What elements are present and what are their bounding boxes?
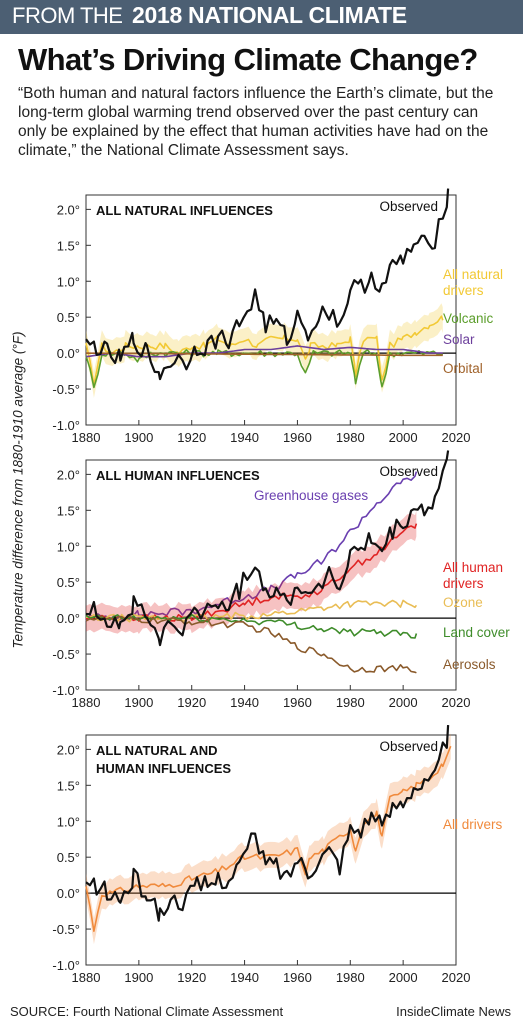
panel-title: ALL HUMAN INFLUENCES [96,468,260,483]
x-tick-label: 1940 [230,430,259,445]
x-tick-label: 1980 [336,695,365,710]
y-tick-label: 2.0° [57,202,80,217]
y-tick-label: -0.5° [52,382,80,397]
chart-panel-3: 2.0°1.5°1.0°0.5°0.0°-0.5°-1.0°1880 1900 19… [52,725,502,985]
y-tick-label: 0.5° [57,575,80,590]
x-tick-label: 1900 [124,430,153,445]
x-tick-label: 2000 [389,695,418,710]
footer-credit: InsideClimate News [396,1004,511,1019]
x-tick-label: 1880 [72,970,101,985]
chart-panel-1: 2.0°1.5°1.0°0.5°0.0°-0.5°-1.0°1880 1900 19… [52,189,503,445]
x-tick-label: 2020 [442,970,471,985]
x-tick-label: 1920 [177,430,206,445]
y-tick-label: 1.0° [57,539,80,554]
y-tick-label: 1.0° [57,814,80,829]
x-tick-label: 1940 [230,970,259,985]
series-label-natural: All natural [443,267,503,282]
footer-source: SOURCE: Fourth National Climate Assessme… [10,1004,283,1019]
series-label-volcanic: Volcanic [443,311,494,326]
chart-panel-2: 2.0°1.5°1.0°0.5°0.0°-0.5°-1.0°1880 1900 19… [52,451,510,711]
x-tick-label: 1900 [124,695,153,710]
y-tick-label: 2.0° [57,467,80,482]
panel-title-line2: HUMAN INFLUENCES [96,761,231,776]
y-tick-label: 1.5° [57,778,80,793]
x-tick-label: 1960 [283,430,312,445]
y-tick-label: 0.5° [57,850,80,865]
panel-title: ALL NATURAL AND [96,743,218,758]
x-tick-label: 2000 [389,430,418,445]
y-tick-label: 2.0° [57,742,80,757]
y-tick-label: -0.5° [52,647,80,662]
series-label-human: drivers [443,576,484,591]
x-tick-label: 1880 [72,430,101,445]
y-tick-label: 1.5° [57,238,80,253]
series-label-landcover: Land cover [443,625,510,640]
y-tick-label: 0.0° [57,611,80,626]
x-tick-label: 2020 [442,695,471,710]
series-label-observed: Observed [379,739,438,754]
x-tick-label: 1960 [283,970,312,985]
x-tick-label: 1920 [177,695,206,710]
series-label-ozone: Ozone [443,595,483,610]
x-tick-label: 1940 [230,695,259,710]
series-label-observed: Observed [379,464,438,479]
series-label-human: All human [443,560,503,575]
x-tick-label: 1900 [124,970,153,985]
panel-title: ALL NATURAL INFLUENCES [96,203,273,218]
y-tick-label: -0.5° [52,922,80,937]
plot-frame [86,195,456,425]
x-tick-label: 1920 [177,970,206,985]
y-tick-label: 0.0° [57,346,80,361]
series-label-observed: Observed [379,199,438,214]
y-tick-label: 0.0° [57,886,80,901]
series-label-greenhouse: Greenhouse gases [254,488,368,503]
x-tick-label: 1960 [283,695,312,710]
series-label-natural: drivers [443,283,484,298]
series-label-all: All drivers [443,817,503,832]
x-tick-label: 2020 [442,430,471,445]
series-label-orbital: Orbital [443,361,483,376]
y-tick-label: 0.5° [57,310,80,325]
x-tick-label: 1980 [336,970,365,985]
y-tick-label: 1.0° [57,274,80,289]
y-tick-label: 1.5° [57,503,80,518]
series-label-solar: Solar [443,332,475,347]
x-tick-label: 1980 [336,430,365,445]
x-tick-label: 2000 [389,970,418,985]
x-tick-label: 1880 [72,695,101,710]
series-label-aerosols: Aerosols [443,657,496,672]
